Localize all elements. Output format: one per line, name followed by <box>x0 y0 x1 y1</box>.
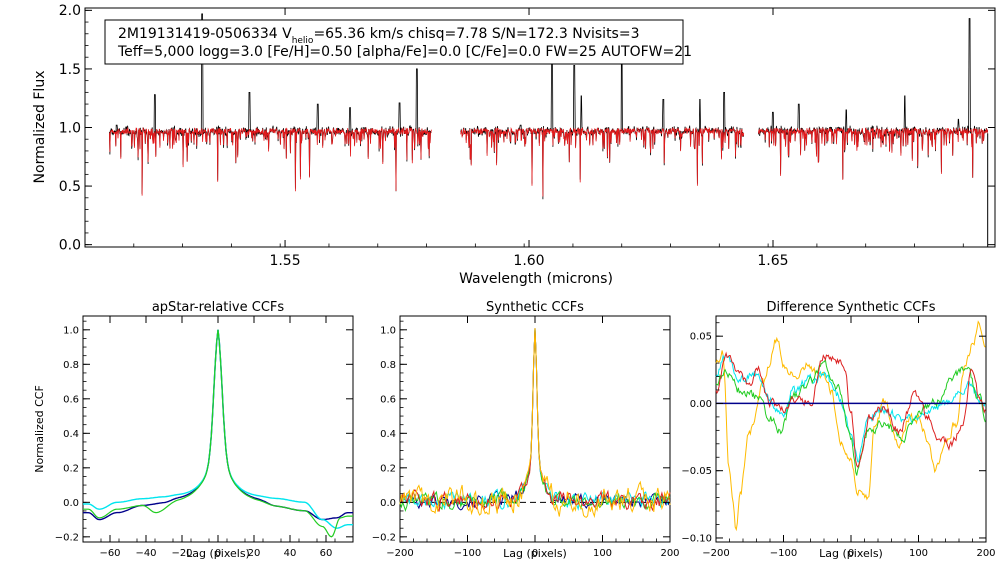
spectrum-x-tick-label: 1.55 <box>269 253 300 269</box>
synthetic-ccf-y-tick-label: 0.8 <box>380 360 396 371</box>
apstar-ccf-y-tick-label: 0.4 <box>63 429 79 440</box>
model-spectrum-line <box>460 126 745 197</box>
synthetic-ccf-x-tick-label: −100 <box>454 548 481 559</box>
synthetic-ccf-line-green <box>399 328 671 512</box>
difference-ccf-y-tick-label: −0.10 <box>681 533 712 544</box>
difference-ccf-x-tick-label: −100 <box>770 548 797 559</box>
apstar-ccf-lines <box>83 329 353 538</box>
apstar-ccf-x-tick-label: −20 <box>171 548 192 559</box>
spectrum-y-tick-label: 0.5 <box>59 179 81 195</box>
spectrum-y-tick-label: 1.5 <box>59 62 81 78</box>
synthetic-ccf-axes: −200 −100 0 100 200 −0.2 0.0 0.2 0.4 0.6 0.8 1.0 <box>372 316 680 559</box>
synthetic-ccf-x-axis-label: Lag (pixels) <box>503 547 567 560</box>
apstar-ccf-y-tick-label: 0.8 <box>63 360 79 371</box>
synthetic-ccf-y-tick-label: 0.4 <box>380 429 396 440</box>
synthetic-ccf-x-tick-label: 0 <box>532 548 538 559</box>
apstar-ccf-axes: −60 −40 −20 0 20 40 60 −0.2 0.0 0.2 0.4 0.6 0.8 1.0 <box>55 316 354 559</box>
apstar-ccf-y-tick-label: 0.2 <box>63 463 79 474</box>
difference-ccf-line-gold <box>715 320 986 532</box>
difference-ccf-x-tick-label: −200 <box>702 548 729 559</box>
apstar-ccf-y-tick-label: −0.2 <box>55 532 79 543</box>
synthetic-ccf-y-tick-label: 1.0 <box>380 325 396 336</box>
apstar-ccf-y-tick-label: 1.0 <box>63 325 79 336</box>
apstar-ccf-x-tick-label: 20 <box>248 548 261 559</box>
difference-ccf-panel: −200 −100 0 100 200 −0.10 −0.05 0.00 0.05 Differ… <box>681 300 995 560</box>
synthetic-ccf-lines <box>399 328 671 519</box>
spectrum-y-tick-label: 2.0 <box>59 3 81 19</box>
apstar-ccf-x-tick-label: −60 <box>99 548 120 559</box>
apstar-ccf-x-tick-label: 40 <box>284 548 297 559</box>
apstar-ccf-x-tick-label: −40 <box>135 548 156 559</box>
apstar-ccf-panel: −60 −40 −20 0 20 40 60 −0.2 0.0 0.2 0.4 0.6 0.8 1.0 a… <box>33 300 354 560</box>
apstar-ccf-x-tick-label: 0 <box>215 548 221 559</box>
apstar-ccf-title: apStar-relative CCFs <box>152 300 285 315</box>
apstar-ccf-x-axis-label: Lag (pixels) <box>186 547 250 560</box>
spectrum-panel: 1.55 1.60 1.65 0.0 0.5 1.0 1.5 2.0 2M19131419-0… <box>32 3 996 287</box>
difference-ccf-x-tick-label: 100 <box>909 548 928 559</box>
spectrum-lines <box>109 13 989 247</box>
synthetic-ccf-line-cyan <box>399 328 671 511</box>
synthetic-ccf-x-tick-label: 100 <box>593 548 612 559</box>
observed-spectrum-line <box>758 18 989 179</box>
difference-ccf-axes: −200 −100 0 100 200 −0.10 −0.05 0.00 0.05 <box>681 316 996 559</box>
synthetic-ccf-y-tick-label: 0.0 <box>380 498 396 509</box>
spectrum-x-tick-label: 1.65 <box>757 253 788 269</box>
synthetic-ccf-y-tick-label: −0.2 <box>372 532 396 543</box>
difference-ccf-line-green <box>715 358 986 476</box>
apstar-ccf-y-tick-label: 0.6 <box>63 394 79 405</box>
annotation-line1: 2M19131419-0506334 Vhelio=65.36 km/s chi… <box>118 26 639 46</box>
synthetic-ccf-x-tick-label: −200 <box>386 548 413 559</box>
difference-ccf-line-red <box>715 351 986 469</box>
synthetic-ccf-panel: −200 −100 0 100 200 −0.2 0.0 0.2 0.4 0.6 0.8 1.0 Sy… <box>372 300 680 560</box>
spectrum-y-tick-label: 0.0 <box>59 238 81 254</box>
annotation-box <box>104 19 684 65</box>
difference-ccf-lines <box>715 320 986 532</box>
model-spectrum-line <box>758 126 989 180</box>
difference-ccf-x-axis-label: Lag (pixels) <box>819 547 883 560</box>
difference-ccf-x-tick-label: 200 <box>976 548 995 559</box>
apstar-ccf-line-cyan <box>83 329 353 529</box>
synthetic-ccf-line-navy <box>399 328 671 511</box>
spectrum-y-axis-label: Normalized Flux <box>32 71 48 184</box>
difference-ccf-y-tick-label: −0.05 <box>681 466 712 477</box>
model-spectrum-line <box>109 126 432 196</box>
synthetic-ccf-x-tick-label: 200 <box>660 548 679 559</box>
synthetic-ccf-title: Synthetic CCFs <box>486 300 584 315</box>
apstar-ccf-x-tick-label: 60 <box>320 548 333 559</box>
spectrum-y-tick-label: 1.0 <box>59 120 81 136</box>
difference-ccf-frame <box>715 315 987 543</box>
difference-ccf-y-tick-label: 0.00 <box>690 399 712 410</box>
synthetic-ccf-line-red <box>399 328 671 512</box>
apstar-ccf-line-green <box>83 329 353 538</box>
synthetic-ccf-y-tick-label: 0.2 <box>380 463 396 474</box>
observed-spectrum-line <box>109 13 432 194</box>
apstar-ccf-line-navy <box>83 329 353 521</box>
apstar-ccf-y-axis-label: Normalized CCF <box>33 385 46 473</box>
difference-ccf-title: Difference Synthetic CCFs <box>766 300 935 315</box>
annotation-line2: Teff=5,000 logg=3.0 [Fe/H]=0.50 [alpha/F… <box>117 44 692 60</box>
difference-ccf-y-tick-label: 0.05 <box>690 332 712 343</box>
apstar-ccf-y-tick-label: 0.0 <box>63 498 79 509</box>
synthetic-ccf-line-gold <box>399 328 671 519</box>
spectrum-x-axis-label: Wavelength (microns) <box>459 271 613 287</box>
synthetic-ccf-y-tick-label: 0.6 <box>380 394 396 405</box>
spectrum-x-tick-label: 1.60 <box>513 253 544 269</box>
difference-ccf-x-tick-label: 0 <box>848 548 854 559</box>
spectrum-axes: 1.55 1.60 1.65 0.0 0.5 1.0 1.5 2.0 <box>59 3 995 269</box>
